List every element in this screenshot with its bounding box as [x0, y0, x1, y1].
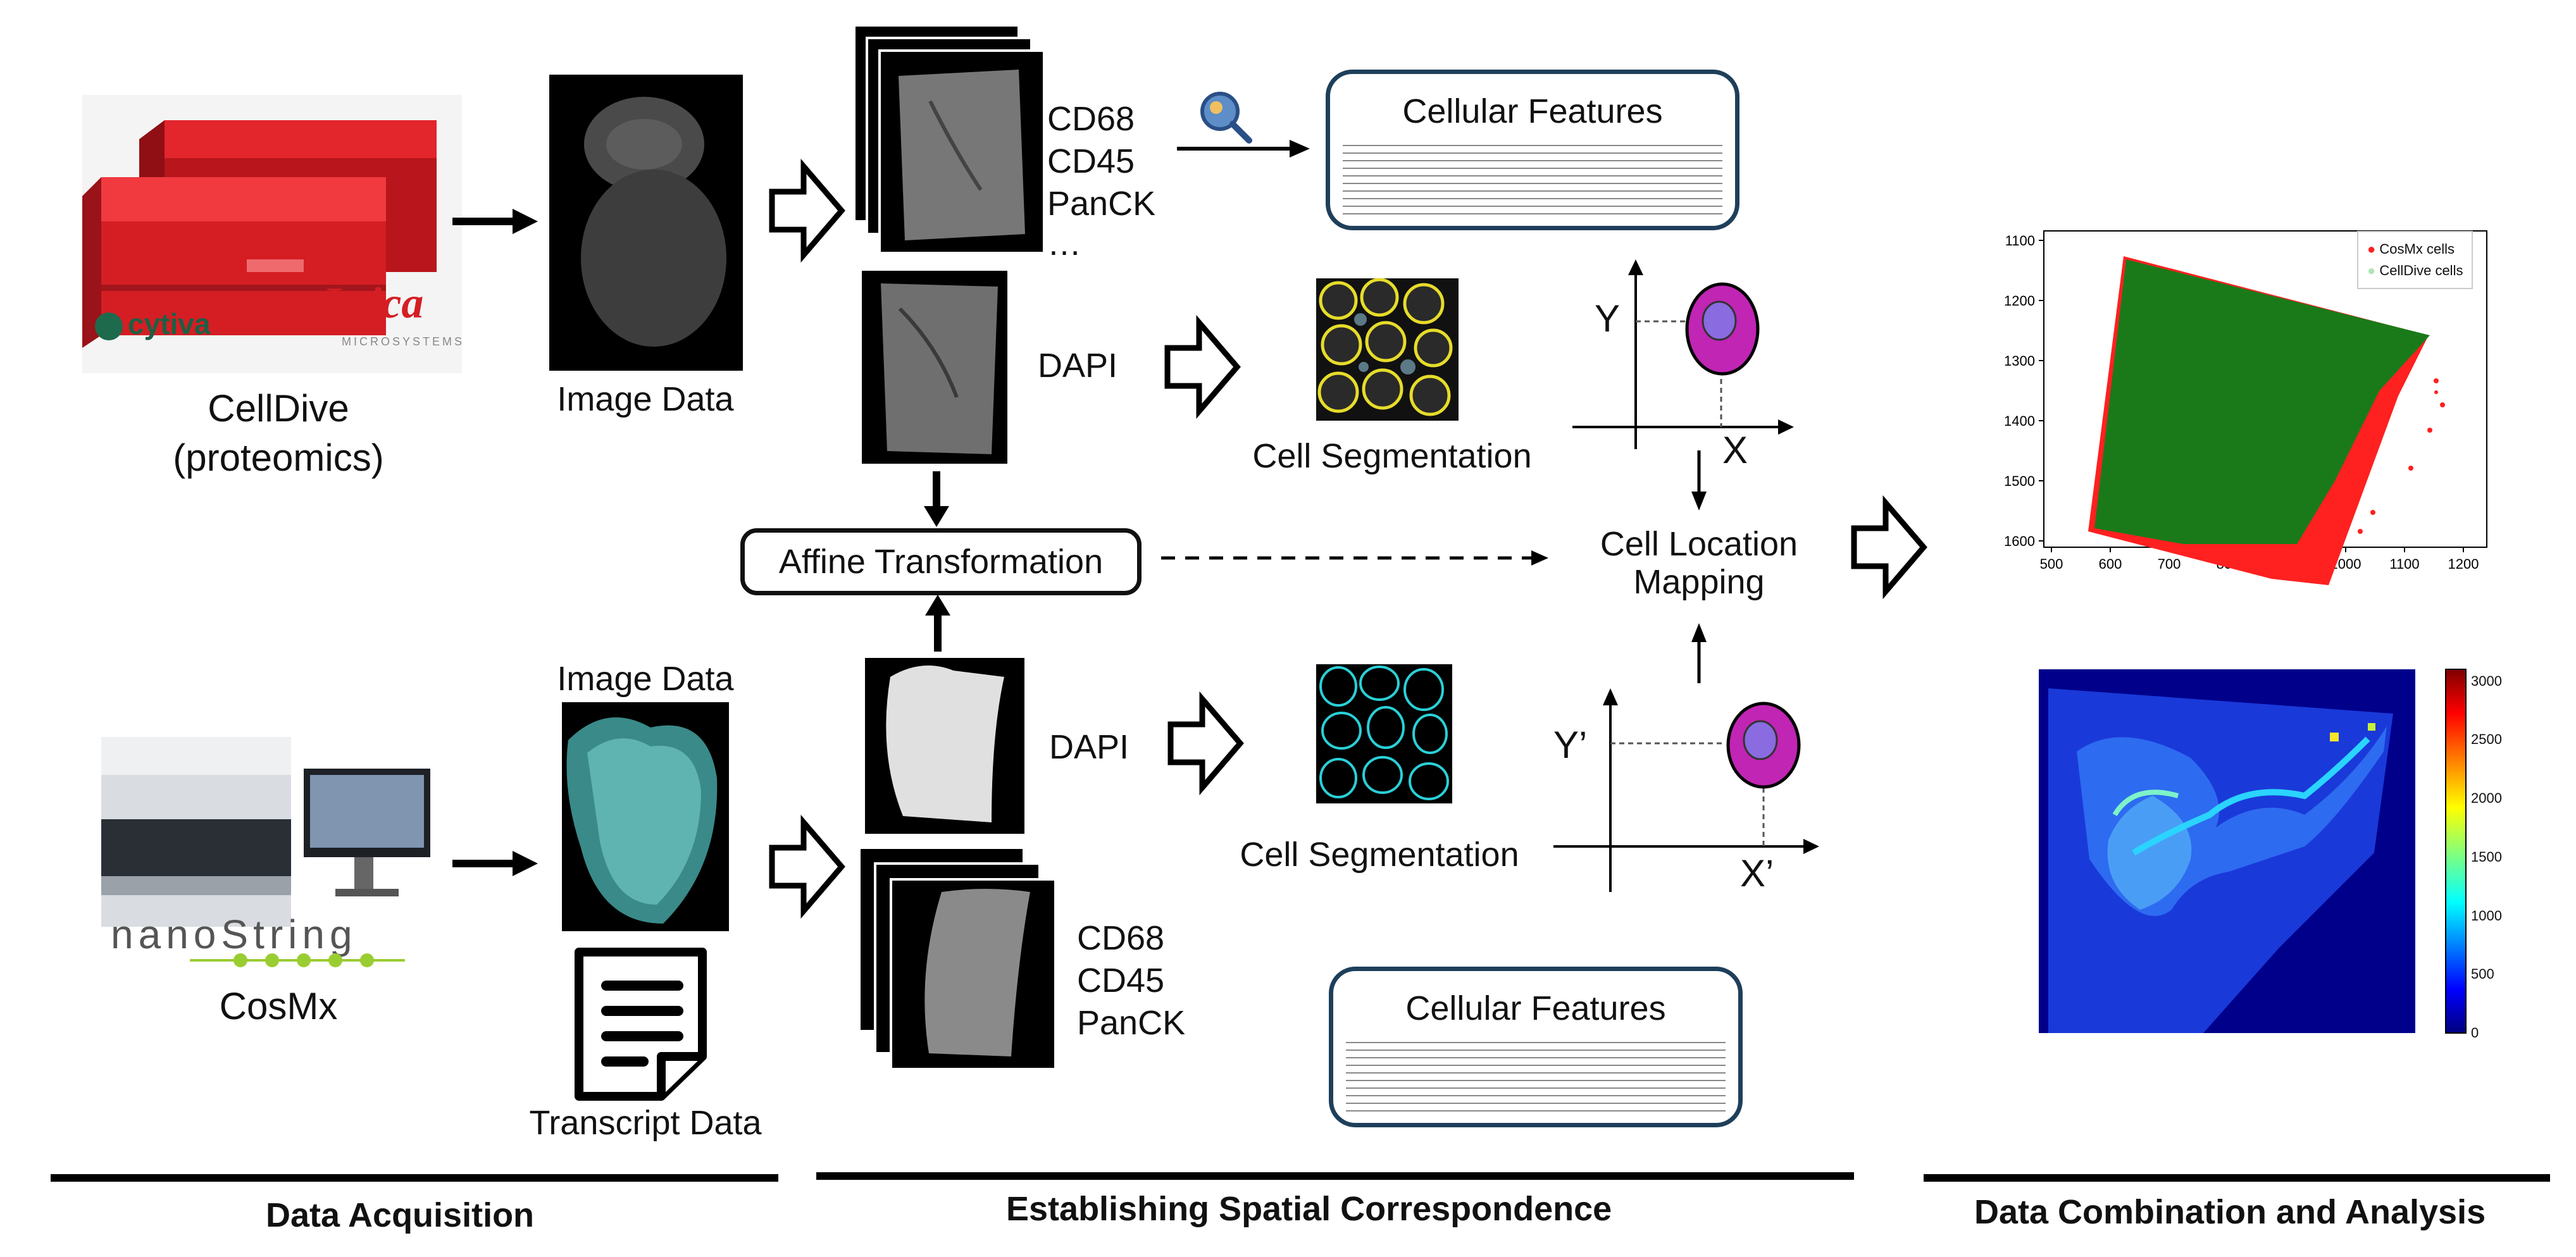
dapi-label-bottom: DAPI [1049, 728, 1129, 766]
axis-x-label-bottom: X’ [1740, 852, 1774, 895]
affine-transformation-box: Affine Transformation [740, 528, 1142, 595]
coordinate-axes-bottom [1553, 688, 1819, 892]
axis-y-label-top: Y [1595, 297, 1621, 340]
cellular-features-box-bottom: Cellular Features [1329, 967, 1743, 1127]
transcript-document-icon [575, 948, 707, 1101]
x-tick-label: 500 [2040, 556, 2063, 572]
cosmx-name: CosMx [219, 985, 338, 1027]
hollow-arrow-bottom-stack [769, 814, 845, 919]
arrow-celldive-to-image [452, 209, 538, 234]
celldive-cells-region [2094, 259, 2430, 544]
y-tick-label: 1400 [2004, 413, 2035, 429]
heatmap-colorbar [2445, 669, 2467, 1034]
colorbar-tick-label: 500 [2471, 966, 2494, 982]
section-rule-correspondence [816, 1172, 1854, 1180]
x-tick-label: 1200 [2448, 556, 2479, 572]
density-heatmap [2039, 669, 2415, 1033]
cell-icon-bottom [1726, 702, 1801, 789]
colorbar-tick-label: 2000 [2471, 790, 2502, 807]
coordinate-axes-top [1572, 259, 1794, 449]
marker-cd68-bottom: CD68 [1077, 919, 1165, 957]
cytiva-icon [95, 312, 123, 340]
y-tick-label: 1600 [2004, 533, 2035, 549]
scatter-legend: ● CosMx cells ● CellDive cells [2357, 231, 2473, 289]
hollow-arrow-top-stack [769, 158, 845, 263]
dapi-label-top: DAPI [1038, 347, 1118, 385]
marker-panck-bottom: PanCK [1077, 1004, 1186, 1042]
celldive-instrument-image [82, 95, 462, 373]
marker-cd68-top: CD68 [1047, 100, 1135, 138]
section-title-acquisition: Data Acquisition [266, 1196, 535, 1234]
features-table-thumbnail-top [1343, 145, 1722, 214]
hollow-arrow-to-results [1851, 495, 1927, 600]
axis-y-label-bottom: Y’ [1553, 724, 1588, 766]
y-tick-label: 1200 [2004, 293, 2035, 309]
x-tick-label: 600 [2099, 556, 2122, 572]
y-tick-label: 1500 [2004, 473, 2035, 489]
legend-entry-celldive: ● CellDive cells [2367, 263, 2463, 278]
arrow-cosmx-to-image [452, 851, 538, 876]
cell-segmentation-image-bottom [1316, 664, 1452, 803]
cell-segmentation-image-top [1316, 278, 1459, 421]
cellular-features-title-bottom: Cellular Features [1405, 989, 1666, 1027]
colorbar-tick-label: 1000 [2471, 907, 2502, 924]
leica-logo: Leica [323, 279, 424, 328]
celldive-subtitle: (proteomics) [173, 437, 384, 479]
marker-ellipsis-top: … [1047, 225, 1081, 263]
marker-cd45-top: CD45 [1047, 142, 1135, 180]
celldive-dapi-image [862, 271, 1007, 464]
y-tick-label: 1100 [2005, 233, 2035, 249]
hollow-arrow-dapi-top [1164, 314, 1241, 419]
x-tick-label: 700 [2158, 556, 2181, 572]
cell-segmentation-label-top: Cell Segmentation [1252, 437, 1532, 475]
cellular-features-box-top: Cellular Features [1326, 70, 1739, 230]
colorbar-tick-label: 3000 [2471, 672, 2502, 689]
legend-entry-cosmx: ● CosMx cells [2367, 241, 2455, 257]
colorbar-tick-label: 2500 [2471, 731, 2502, 748]
image-data-label-top: Image Data [557, 380, 734, 418]
transcript-data-label: Transcript Data [529, 1104, 762, 1142]
x-tick-label: 1100 [2389, 556, 2419, 572]
colorbar-tick-label: 0 [2471, 1025, 2479, 1041]
cell-icon-top [1685, 282, 1760, 376]
overlay-scatter-plot: 5006007008009001000110012001100120013001… [2004, 230, 2487, 585]
cytiva-logo: cytiva [95, 307, 210, 341]
arrow-to-features-top [1177, 140, 1310, 158]
nanostring-logo-dots [190, 953, 405, 967]
cosmx-marker-image-stack [858, 846, 1057, 1070]
image-data-label-bottom: Image Data [557, 660, 734, 698]
axis-x-label-top: X [1722, 429, 1748, 471]
y-tick-label: 1300 [2004, 353, 2035, 369]
section-title-correspondence: Establishing Spatial Correspondence [1006, 1190, 1612, 1228]
celldive-image-data [549, 75, 743, 371]
arrow-cosmx-dapi-to-affine [925, 595, 950, 652]
arrow-dapi-to-affine [924, 471, 949, 527]
marker-cd45-bottom: CD45 [1077, 962, 1165, 1000]
marker-panck-top: PanCK [1047, 185, 1156, 223]
cell-location-mapping-label: Cell Location Mapping [1600, 525, 1798, 601]
celldive-name: CellDive [208, 387, 349, 430]
magnifier-icon [1200, 92, 1252, 144]
colorbar-tick-label: 1500 [2471, 848, 2502, 865]
section-rule-acquisition [51, 1174, 778, 1182]
nanostring-logo: nanoString [111, 912, 358, 957]
hollow-arrow-dapi-bottom [1167, 691, 1244, 796]
cosmx-instrument-image [101, 737, 430, 927]
arrow-axes-bottom-up [1691, 623, 1707, 683]
cellular-features-title-top: Cellular Features [1402, 92, 1663, 130]
leica-logo-subtitle: MICROSYSTEMS [342, 335, 465, 348]
section-rule-combination [1924, 1174, 2550, 1182]
celldive-marker-image-stack [853, 24, 1045, 254]
features-table-thumbnail-bottom [1346, 1042, 1726, 1111]
section-title-combination: Data Combination and Analysis [1974, 1193, 2486, 1231]
cell-segmentation-label-bottom: Cell Segmentation [1240, 836, 1519, 874]
arrow-axes-top-down [1691, 450, 1707, 511]
cosmx-dapi-image [865, 658, 1024, 834]
dashed-arrow-affine-to-mapping [1161, 550, 1548, 566]
cosmx-image-data [562, 702, 729, 931]
